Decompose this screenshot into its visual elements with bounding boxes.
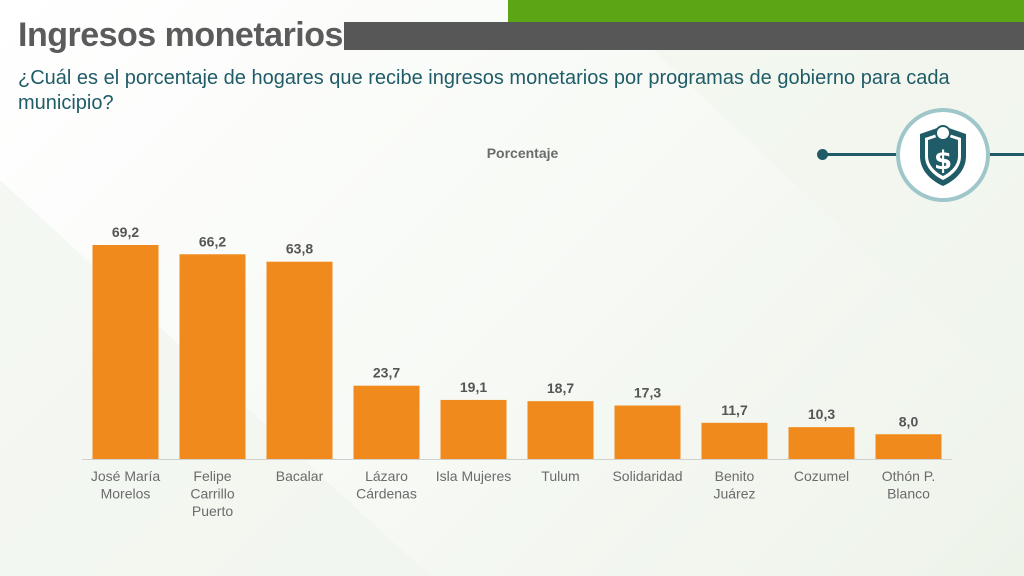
bar xyxy=(875,434,942,459)
bar xyxy=(701,422,768,459)
data-label: 11,7 xyxy=(721,402,748,418)
category-label: José María Morelos xyxy=(91,468,160,502)
category-label: Felipe Carrillo Puerto xyxy=(190,468,235,519)
bar xyxy=(527,401,594,459)
category-label: Solidaridad xyxy=(612,468,682,484)
header-accent-bar xyxy=(508,0,1024,22)
category-label: Isla Mujeres xyxy=(436,468,511,484)
category-label: Othón P. Blanco xyxy=(882,468,935,502)
svg-text:$: $ xyxy=(934,146,952,176)
bar xyxy=(179,254,246,459)
category-label: Tulum xyxy=(541,468,579,484)
category-label: Cozumel xyxy=(794,468,849,484)
category-label: Lázaro Cárdenas xyxy=(356,468,417,502)
page-title: Ingresos monetarios xyxy=(18,16,343,54)
data-label: 19,1 xyxy=(460,379,487,395)
badge-connector-right xyxy=(988,153,1024,156)
bar xyxy=(353,385,420,459)
chart-title: Porcentaje xyxy=(486,145,559,161)
category-label: Benito Juárez xyxy=(713,468,755,502)
bar xyxy=(92,245,159,459)
bar xyxy=(266,261,333,459)
data-label: 69,2 xyxy=(112,224,139,240)
bar xyxy=(614,405,681,459)
data-label: 8,0 xyxy=(899,413,919,429)
page-subtitle: ¿Cuál es el porcentaje de hogares que re… xyxy=(18,67,950,114)
data-label: 17,3 xyxy=(634,385,661,401)
data-label: 23,7 xyxy=(373,365,400,381)
bar xyxy=(788,427,855,459)
data-label: 63,8 xyxy=(286,241,313,257)
category-label: Bacalar xyxy=(276,468,324,484)
badge-connector-left xyxy=(822,153,898,156)
data-label: 10,3 xyxy=(808,406,835,422)
dollar-shield-icon: $ xyxy=(920,125,966,186)
badge-connector-dot xyxy=(817,149,828,160)
header-title-bar xyxy=(344,22,1024,50)
data-label: 18,7 xyxy=(547,380,574,396)
data-label: 66,2 xyxy=(199,233,226,249)
badge: $ xyxy=(896,108,990,202)
bar xyxy=(440,399,507,459)
